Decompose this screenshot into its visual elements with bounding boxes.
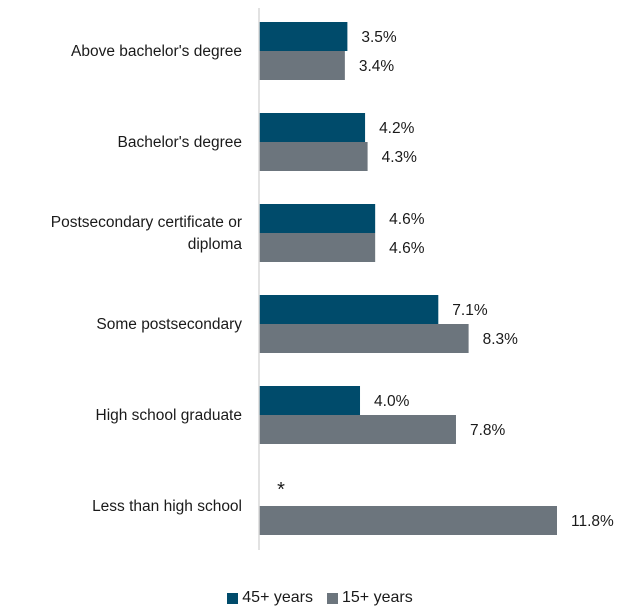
bar	[259, 233, 376, 262]
data-label: 11.8%	[571, 513, 614, 530]
category-label: Bachelor's degree	[118, 134, 242, 151]
data-label: 4.0%	[374, 393, 410, 410]
bar	[259, 506, 557, 535]
missing-data-marker: *	[277, 479, 285, 501]
bar	[259, 295, 439, 324]
bar	[259, 324, 469, 353]
data-label: 7.1%	[452, 302, 488, 319]
data-label: 4.6%	[389, 211, 425, 228]
category-label: diploma	[188, 236, 243, 253]
category-label: Above bachelor's degree	[71, 43, 242, 60]
category-label: Some postsecondary	[96, 316, 242, 333]
legend-swatch-45-plus	[227, 592, 239, 604]
category-label: High school graduate	[96, 407, 243, 424]
bar	[259, 113, 366, 142]
bar	[259, 415, 456, 444]
bar	[259, 51, 345, 80]
data-label: 7.8%	[470, 422, 506, 439]
bar	[259, 386, 361, 415]
data-label: 4.2%	[379, 120, 415, 137]
data-label: 8.3%	[483, 331, 519, 348]
legend-item-45-plus: 45+ years	[227, 588, 313, 608]
bar	[259, 142, 368, 171]
legend-swatch-15-plus	[327, 592, 338, 604]
category-label: Postsecondary certificate or	[51, 214, 242, 231]
legend-item-15-plus: 15+ years	[327, 588, 413, 608]
data-label: 3.5%	[361, 29, 397, 46]
legend-label-15-plus: 15+ years	[342, 589, 413, 606]
data-label: 3.4%	[359, 58, 395, 75]
legend-label-45-plus: 45+ years	[242, 589, 313, 606]
category-label: Less than high school	[92, 498, 242, 515]
legend: 45+ years 15+ years	[0, 588, 640, 608]
data-label: 4.3%	[382, 149, 418, 166]
bar	[259, 22, 348, 51]
bar	[259, 204, 376, 233]
data-label: 4.6%	[389, 240, 425, 257]
